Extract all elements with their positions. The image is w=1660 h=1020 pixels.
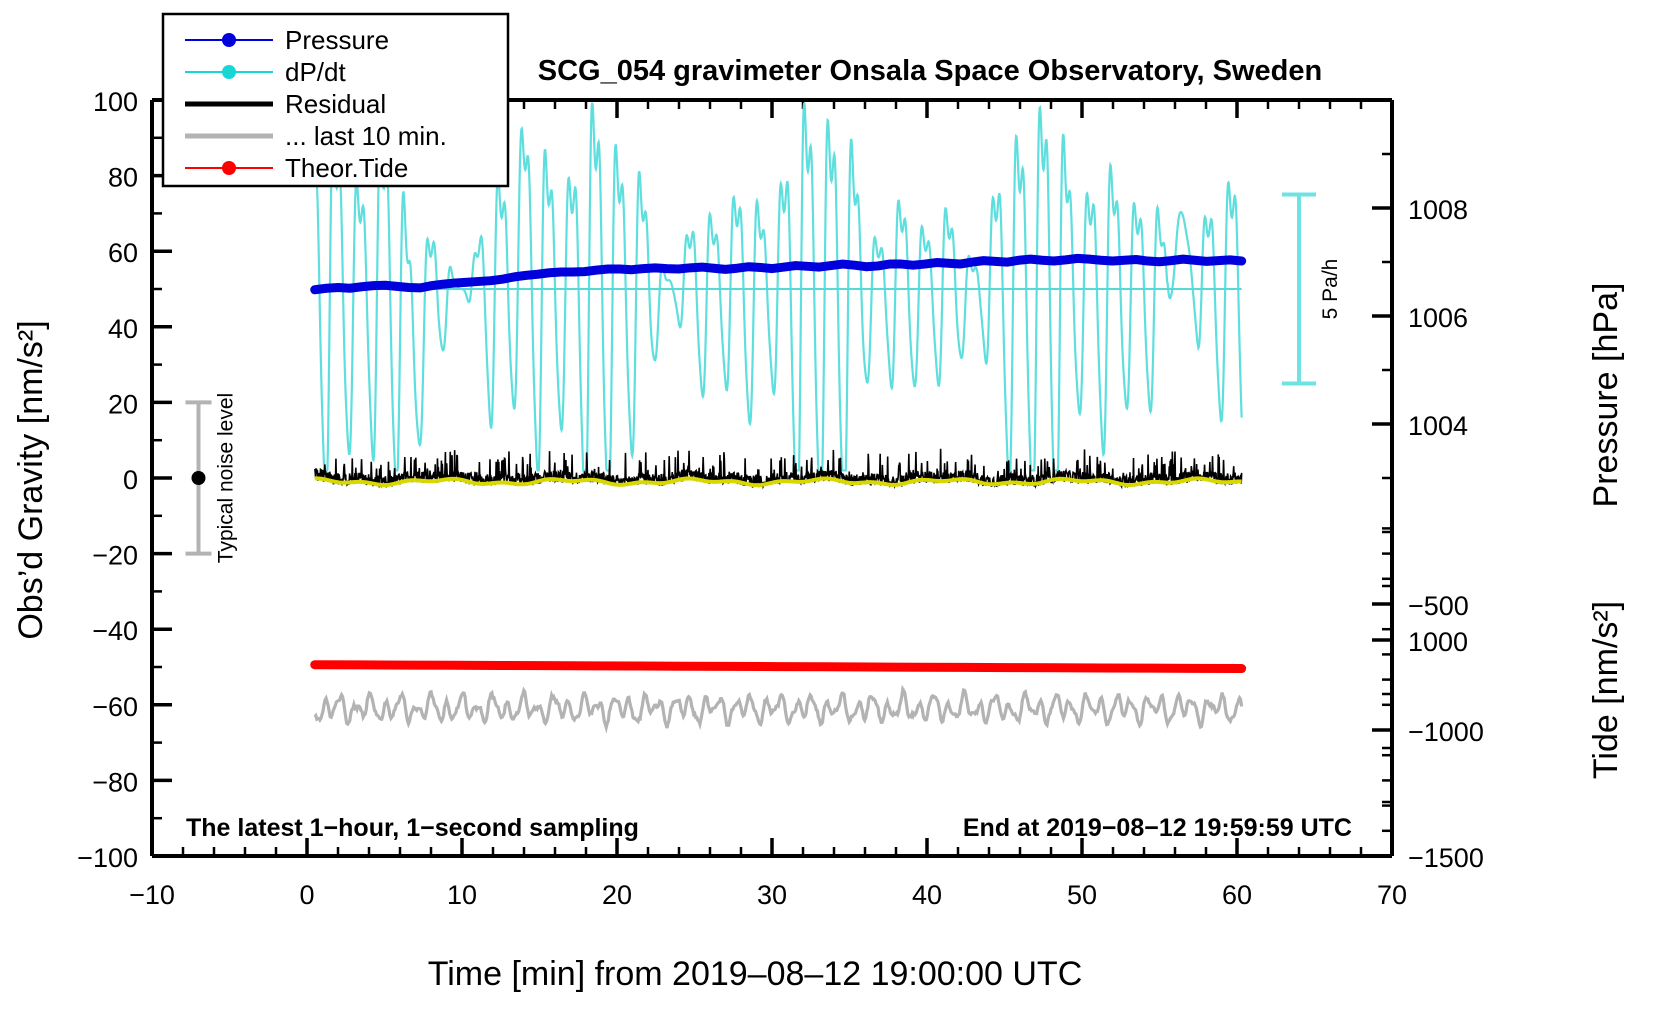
x-tick-label: 60 [1222, 880, 1252, 910]
y-tick-label: 0 [123, 465, 138, 495]
legend-item[interactable]: Residual [185, 89, 386, 119]
dpdt-scalebar-label: 5 Pa/h [1319, 259, 1342, 320]
y-tick-label: 100 [93, 87, 138, 117]
series-dpdt [313, 102, 1243, 472]
y-tick-label: −20 [92, 541, 138, 571]
legend-item[interactable]: dP/dt [185, 57, 346, 87]
right-pressure-axis-title: Pressure [hPa] [1587, 283, 1625, 508]
series-theor-tide [310, 660, 1247, 674]
x-tick-label: 70 [1377, 880, 1407, 910]
y-tick-label: 20 [108, 389, 138, 419]
y-tick-label: 40 [108, 314, 138, 344]
series-pressure [310, 253, 1247, 295]
y-tick-label: −40 [92, 616, 138, 646]
legend-label: dP/dt [285, 57, 346, 87]
legend-item[interactable]: ... last 10 min. [185, 121, 447, 151]
y-axis-ticks: −100 −80 −60 −40 −20 0 20 40 60 80 100 [77, 87, 172, 873]
clipped-series [310, 102, 1247, 734]
y-tick-label: −80 [92, 767, 138, 797]
y-tick-label: −100 [77, 843, 138, 873]
pressure-tick-label: 1008 [1408, 195, 1468, 225]
y-tick-label: 80 [108, 163, 138, 193]
right-axis-ticks: 1000 1004 1006 1008 −1500 −1000 −500 [1372, 98, 1484, 873]
legend-label: ... last 10 min. [285, 121, 447, 151]
legend-marker [222, 161, 236, 175]
x-tick-label: 30 [757, 880, 787, 910]
chart-title: SCG_054 gravimeter Onsala Space Observat… [538, 55, 1322, 87]
x-tick-label: 40 [912, 880, 942, 910]
footer-left-note: The latest 1−hour, 1−second sampling [186, 814, 639, 842]
tide-tick-label: −1000 [1408, 717, 1484, 747]
noise-center-dot [191, 471, 206, 485]
legend-item[interactable]: Theor.Tide [185, 153, 408, 183]
x-tick-label: 50 [1067, 880, 1097, 910]
series-last-10-min [313, 684, 1244, 734]
legend-label: Pressure [285, 25, 389, 55]
legend-item[interactable]: Pressure [185, 25, 389, 55]
legend-label: Residual [285, 89, 386, 119]
x-tick-label: 0 [299, 880, 314, 910]
pressure-tick-label: 1004 [1408, 411, 1468, 441]
legend-box [161, 12, 510, 188]
footer-right-note: End at 2019−08−12 19:59:59 UTC [963, 814, 1352, 842]
right-tide-axis-title: Tide [nm/s²] [1587, 601, 1625, 779]
x-tick-label: 10 [447, 880, 477, 910]
y-axis-title: Obs’d Gravity [nm/s²] [12, 320, 50, 639]
tide-tick-label: −1500 [1408, 843, 1484, 873]
series-residual-smoothed [314, 476, 1242, 488]
legend-marker [222, 33, 236, 47]
x-tick-label: 20 [602, 880, 632, 910]
annotation-layer: Typical noise level 5 Pa/h [185, 192, 1342, 563]
x-axis-title: Time [min] from 2019–08–12 19:00:00 UTC [428, 955, 1083, 993]
legend-marker [222, 65, 236, 79]
noise-level-label: Typical noise level [215, 393, 238, 563]
data-series-layer [310, 102, 1247, 734]
pressure-tick-label: 1006 [1408, 303, 1468, 333]
x-tick-label: −10 [129, 880, 175, 910]
tide-tick-label: −500 [1408, 591, 1469, 621]
legend-label: Theor.Tide [285, 153, 408, 183]
y-tick-label: −60 [92, 692, 138, 722]
pressure-tick-label: 1000 [1408, 627, 1468, 657]
y-tick-label: 60 [108, 238, 138, 268]
